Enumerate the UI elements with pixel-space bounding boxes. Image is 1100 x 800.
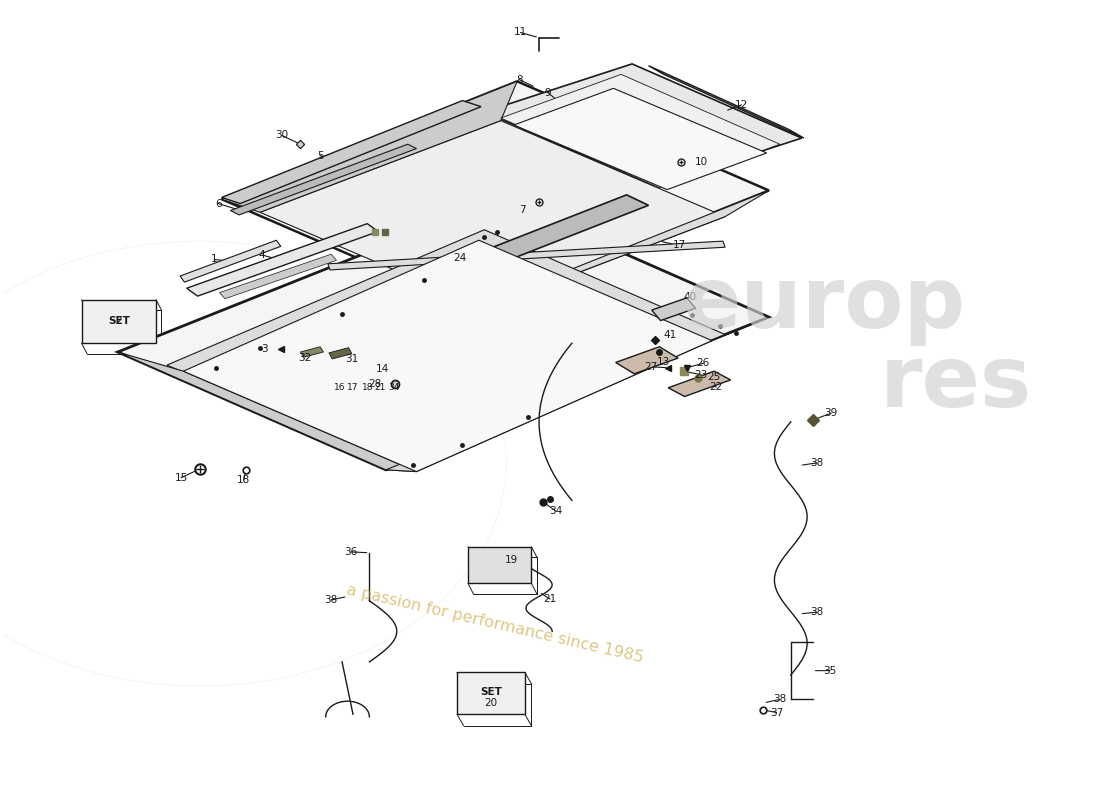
Text: 35: 35 bbox=[824, 666, 837, 676]
Polygon shape bbox=[514, 88, 767, 190]
Text: europ: europ bbox=[682, 262, 965, 346]
Polygon shape bbox=[652, 298, 695, 321]
Polygon shape bbox=[222, 82, 517, 212]
Text: 27: 27 bbox=[645, 362, 658, 372]
Text: 13: 13 bbox=[657, 358, 670, 367]
Text: SET: SET bbox=[108, 317, 130, 326]
Text: 4: 4 bbox=[258, 250, 265, 260]
Text: 12: 12 bbox=[735, 100, 748, 110]
Polygon shape bbox=[230, 144, 417, 215]
Text: 18: 18 bbox=[362, 383, 373, 392]
Text: 40: 40 bbox=[683, 292, 696, 302]
Polygon shape bbox=[468, 546, 531, 583]
Polygon shape bbox=[118, 199, 769, 470]
Text: 21: 21 bbox=[375, 383, 386, 392]
Text: 34: 34 bbox=[549, 506, 562, 516]
Text: 14: 14 bbox=[376, 365, 389, 374]
Text: 41: 41 bbox=[663, 330, 676, 339]
Polygon shape bbox=[180, 240, 280, 282]
Polygon shape bbox=[81, 300, 156, 343]
Text: 21: 21 bbox=[543, 594, 557, 604]
Text: 38: 38 bbox=[773, 694, 786, 705]
Text: 3: 3 bbox=[261, 344, 267, 354]
Polygon shape bbox=[300, 346, 323, 358]
Text: 19: 19 bbox=[505, 554, 518, 565]
Text: a passion for performance since 1985: a passion for performance since 1985 bbox=[345, 582, 645, 666]
Polygon shape bbox=[220, 254, 337, 298]
Text: 17: 17 bbox=[672, 241, 685, 250]
Polygon shape bbox=[118, 352, 417, 471]
Text: 6: 6 bbox=[216, 198, 222, 209]
Text: 24: 24 bbox=[453, 253, 466, 262]
Polygon shape bbox=[456, 672, 525, 714]
Text: 38: 38 bbox=[811, 458, 824, 468]
Text: 17: 17 bbox=[348, 383, 359, 392]
Polygon shape bbox=[260, 121, 725, 308]
Polygon shape bbox=[386, 317, 769, 471]
Text: 10: 10 bbox=[694, 157, 707, 166]
Text: 38: 38 bbox=[324, 595, 338, 605]
Text: 11: 11 bbox=[514, 27, 527, 38]
Text: 8: 8 bbox=[516, 74, 522, 85]
Polygon shape bbox=[184, 240, 712, 471]
Polygon shape bbox=[222, 82, 769, 308]
Text: 36: 36 bbox=[344, 547, 358, 557]
Text: 31: 31 bbox=[345, 354, 359, 364]
Text: 7: 7 bbox=[519, 205, 526, 214]
Text: 32: 32 bbox=[298, 353, 311, 363]
Polygon shape bbox=[484, 64, 802, 186]
Text: 30: 30 bbox=[275, 130, 288, 141]
Text: 18: 18 bbox=[236, 475, 250, 486]
Text: 37: 37 bbox=[770, 707, 783, 718]
Polygon shape bbox=[616, 346, 678, 374]
Text: SET: SET bbox=[480, 686, 502, 697]
Polygon shape bbox=[222, 101, 481, 203]
Text: 1: 1 bbox=[211, 254, 218, 265]
Polygon shape bbox=[326, 195, 649, 323]
Polygon shape bbox=[187, 224, 378, 296]
Text: 34: 34 bbox=[388, 383, 399, 392]
Text: 5: 5 bbox=[317, 150, 323, 161]
Text: 28: 28 bbox=[368, 379, 382, 390]
Text: 16: 16 bbox=[334, 383, 345, 392]
Polygon shape bbox=[649, 66, 804, 138]
Text: 26: 26 bbox=[696, 358, 710, 368]
Text: 2: 2 bbox=[116, 317, 122, 326]
Polygon shape bbox=[473, 190, 769, 308]
Text: 15: 15 bbox=[175, 473, 188, 482]
Text: 23: 23 bbox=[694, 370, 707, 380]
Text: 20: 20 bbox=[484, 698, 497, 708]
Polygon shape bbox=[167, 230, 725, 470]
Text: res: res bbox=[880, 342, 1032, 426]
Text: 9: 9 bbox=[544, 88, 551, 98]
Text: 38: 38 bbox=[811, 607, 824, 617]
Polygon shape bbox=[328, 241, 725, 270]
Polygon shape bbox=[500, 74, 780, 188]
Text: 25: 25 bbox=[707, 372, 721, 382]
Text: 22: 22 bbox=[710, 382, 723, 392]
Text: 39: 39 bbox=[825, 408, 838, 418]
Polygon shape bbox=[329, 348, 352, 359]
Polygon shape bbox=[668, 371, 730, 397]
